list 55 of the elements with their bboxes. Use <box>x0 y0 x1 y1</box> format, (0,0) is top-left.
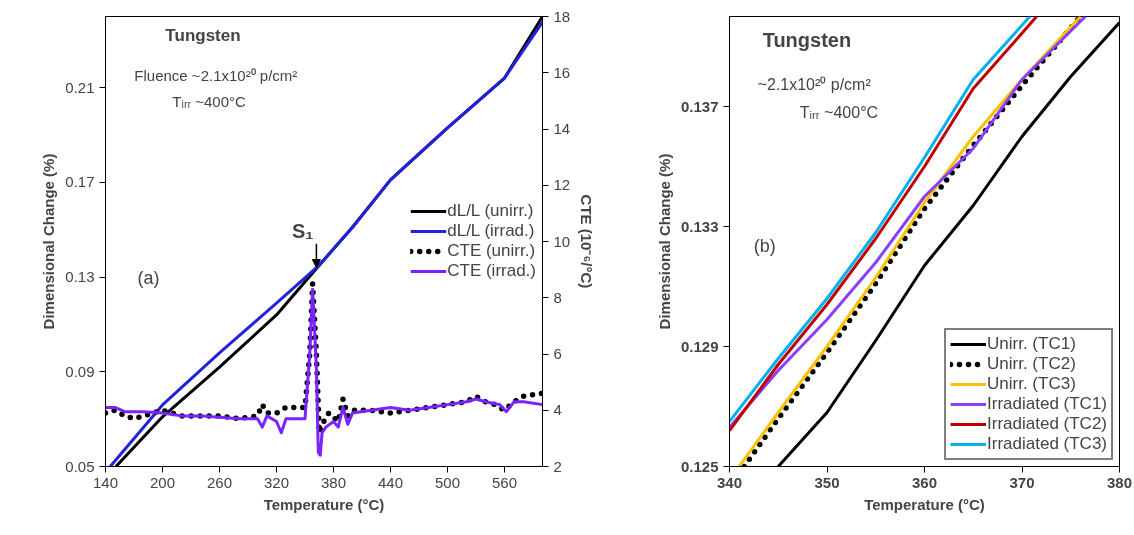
x-tick-label: 500 <box>434 473 461 491</box>
y-tick-label: 0.137 <box>680 97 719 115</box>
y-tick-label: 0.09 <box>65 362 95 380</box>
y2-tick-label: 4 <box>553 401 562 419</box>
y-tick-label: 0.21 <box>65 78 95 96</box>
legend-label: Irradiated (TC3) <box>987 434 1107 454</box>
y2-tick-label: 8 <box>553 288 562 306</box>
x-tick-label: 350 <box>814 473 840 491</box>
x-tick-label: 360 <box>911 473 938 491</box>
x-tick-label: 340 <box>716 473 743 491</box>
legend-label: Irradiated (TC2) <box>987 414 1107 434</box>
y2-tick-label: 10 <box>553 232 571 250</box>
y-tick-label: 0.125 <box>680 457 719 475</box>
annotation: Fluence ~2.1x10²⁰ p/cm² <box>134 66 298 84</box>
y-tick-label: 0.05 <box>65 457 95 475</box>
y2-axis-title: CTE (10⁻⁶/°C) <box>578 194 596 289</box>
legend-label: CTE (irrad.) <box>447 261 536 281</box>
annotation: Tᵢᵣᵣ ~400°C <box>172 92 247 110</box>
x-tick-label: 200 <box>149 473 176 491</box>
y-axis-title: Dimensional Change (%) <box>40 153 58 330</box>
legend-label: dL/L (irrad.) <box>447 221 535 241</box>
legend-label: Unirr. (TC1) <box>987 334 1076 354</box>
x-tick-label: 440 <box>377 473 404 491</box>
legend-label: CTE (unirr.) <box>447 241 536 261</box>
legend-label: dL/L (unirr.) <box>447 201 534 221</box>
annotation: (a) <box>137 267 160 288</box>
x-tick-label: 370 <box>1009 473 1035 491</box>
x-axis-title: Temperature (°C) <box>864 495 985 513</box>
x-tick-label: 140 <box>92 473 119 491</box>
y2-tick-label: 14 <box>553 120 571 137</box>
annotation: Tungsten <box>165 25 241 45</box>
y2-tick-label: 16 <box>553 63 571 81</box>
y2-tick-label: 18 <box>553 7 571 25</box>
y-axis-title: Dimensional Change (%) <box>655 153 673 330</box>
annotation: (b) <box>753 236 776 256</box>
x-axis-title: Temperature (°C) <box>263 495 385 513</box>
annotation: ~2.1x10²⁰ p/cm² <box>757 75 872 93</box>
annotation: Tᵢᵣᵣ ~400°C <box>799 104 879 122</box>
y-tick-label: 0.17 <box>65 173 95 191</box>
annotation: S₁ <box>291 219 314 242</box>
y-tick-label: 0.133 <box>680 217 719 235</box>
y-tick-label: 0.13 <box>65 268 95 286</box>
x-tick-label: 380 <box>320 473 347 491</box>
x-tick-label: 560 <box>491 473 518 491</box>
x-tick-label: 320 <box>263 473 290 491</box>
y2-tick-label: 12 <box>553 176 571 194</box>
y2-tick-label: 2 <box>553 457 562 475</box>
legend-label: Unirr. (TC3) <box>987 374 1076 394</box>
x-tick-label: 380 <box>1106 473 1133 491</box>
annotation: Tungsten <box>762 29 852 52</box>
y-tick-label: 0.129 <box>680 337 719 355</box>
legend-label: Irradiated (TC1) <box>987 394 1107 414</box>
legend-label: Unirr. (TC2) <box>987 354 1076 374</box>
y2-tick-label: 6 <box>553 345 562 362</box>
x-tick-label: 260 <box>206 473 233 491</box>
